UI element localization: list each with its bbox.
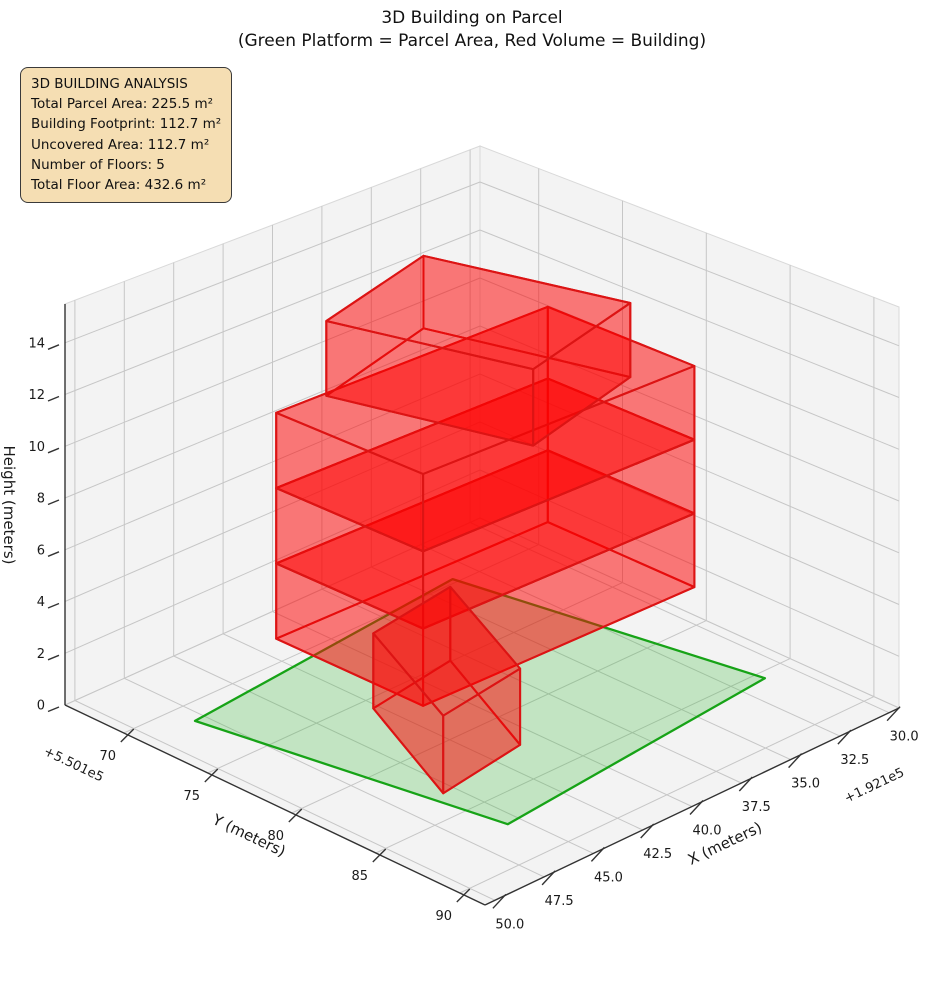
annotation-line: Number of Floors: 5 <box>31 156 165 173</box>
gridline-floor-x <box>272 611 693 807</box>
x-tick-label: 40.0 <box>693 824 722 839</box>
gridline-wall-z-right <box>479 469 900 657</box>
gridline-floor-x <box>124 677 545 878</box>
analysis-annotation-box: 3D BUILDING ANALYSIS Total Parcel Area: … <box>20 67 233 204</box>
gridline-wall-z-right <box>479 325 900 502</box>
x-tick-label: 37.5 <box>742 800 771 815</box>
annotation-line: Total Parcel Area: 225.5 m² <box>31 96 214 113</box>
y-tick-label: 70 <box>100 749 117 764</box>
z-tick-mark <box>47 706 60 713</box>
y-tick-mark <box>204 768 219 783</box>
page-title: 3D Building on Parcel <box>381 8 563 28</box>
gridline-floor-y <box>207 582 623 774</box>
z-tick-label: 0 <box>37 699 45 714</box>
z-tick-label: 14 <box>28 336 45 351</box>
z-tick-label: 12 <box>28 388 45 403</box>
gridline-wall-z-left <box>64 325 481 499</box>
gridline-floor-x <box>173 655 594 854</box>
gridline-floor-x <box>420 544 841 737</box>
y-tick-mark <box>372 848 387 863</box>
x-tick-label: 50.0 <box>495 917 524 932</box>
x-tick-mark <box>492 893 507 909</box>
x-tick-label: 35.0 <box>791 777 820 792</box>
x-tick-mark <box>640 823 655 839</box>
x-tick-mark <box>590 846 605 862</box>
gridline-floor-x <box>74 700 496 901</box>
y-tick-label: 90 <box>436 909 453 924</box>
gridline-floor-x <box>469 522 890 714</box>
annotation-line: Uncovered Area: 112.7 m² <box>31 136 210 153</box>
gridline-floor-y <box>291 620 707 814</box>
gridline-floor-y <box>123 544 539 734</box>
x-tick-mark <box>837 729 852 745</box>
z-tick-mark <box>47 602 60 609</box>
z-tick-mark <box>47 654 60 661</box>
gridline-wall-z-left <box>64 421 481 602</box>
parcel-platform <box>193 577 767 826</box>
y-axis-offset-text: +5.501e5 <box>41 744 106 785</box>
x-axis-offset-text: +1.921e5 <box>842 765 907 806</box>
y-tick-mark <box>456 888 471 903</box>
z-tick-mark <box>47 447 60 454</box>
title-block: 3D Building on Parcel (Green Platform = … <box>0 7 944 53</box>
gridline-wall-z-right <box>479 421 900 605</box>
x-tick-label: 30.0 <box>890 730 919 745</box>
x-tick-mark <box>541 870 556 886</box>
z-tick-label: 6 <box>37 543 45 558</box>
x-tick-label: 45.0 <box>594 870 623 885</box>
x-tick-mark <box>738 776 753 792</box>
gridline-wall-z-left <box>64 181 481 344</box>
gridline-wall-z-left <box>64 373 481 551</box>
gridline-wall-z-left <box>64 229 481 395</box>
z-tick-mark <box>47 499 60 506</box>
gridline-wall-z-left <box>64 517 481 706</box>
x-tick-mark <box>788 753 803 769</box>
gridline-wall-z-right <box>479 181 900 347</box>
page-subtitle: (Green Platform = Parcel Area, Red Volum… <box>237 31 707 51</box>
y-tick-label: 75 <box>184 789 201 804</box>
gridline-wall-z-left <box>64 277 481 447</box>
gridline-wall-z-right <box>479 373 900 554</box>
x-tick-mark <box>886 706 901 722</box>
floor-5-face-top <box>325 254 632 371</box>
y-tick-label: 85 <box>352 869 369 884</box>
x-tick-mark <box>689 800 704 815</box>
floor-4-face-top <box>275 305 696 475</box>
floor-1-face-top <box>372 585 522 717</box>
x-tick-label: 32.5 <box>840 753 869 768</box>
gridline-floor-y <box>375 658 791 854</box>
annotation-line: Total Floor Area: 432.6 m² <box>31 177 207 194</box>
z-tick-mark <box>47 551 60 557</box>
z-tick-mark <box>47 344 60 350</box>
y-tick-mark <box>288 808 303 823</box>
z-tick-label: 2 <box>37 647 45 662</box>
annotation-line: Building Footprint: 112.7 m² <box>31 116 222 133</box>
gridline-floor-y <box>459 696 875 894</box>
y-tick-label: 80 <box>268 829 285 844</box>
z-tick-mark <box>47 395 60 402</box>
z-tick-label: 10 <box>28 440 45 455</box>
y-axis-line <box>64 704 486 906</box>
annotation-line: 3D BUILDING ANALYSIS <box>31 76 188 92</box>
z-tick-label: 4 <box>37 595 45 610</box>
z-axis-label: Height (meters) <box>0 446 18 565</box>
gridline-wall-z-right <box>479 229 900 398</box>
gridline-wall-z-right <box>479 517 900 709</box>
x-tick-label: 42.5 <box>643 847 672 862</box>
x-tick-label: 47.5 <box>545 894 574 909</box>
z-tick-label: 8 <box>37 492 45 507</box>
y-tick-mark <box>120 728 135 743</box>
gridline-floor-x <box>371 566 791 761</box>
gridline-wall-z-left <box>64 469 481 654</box>
